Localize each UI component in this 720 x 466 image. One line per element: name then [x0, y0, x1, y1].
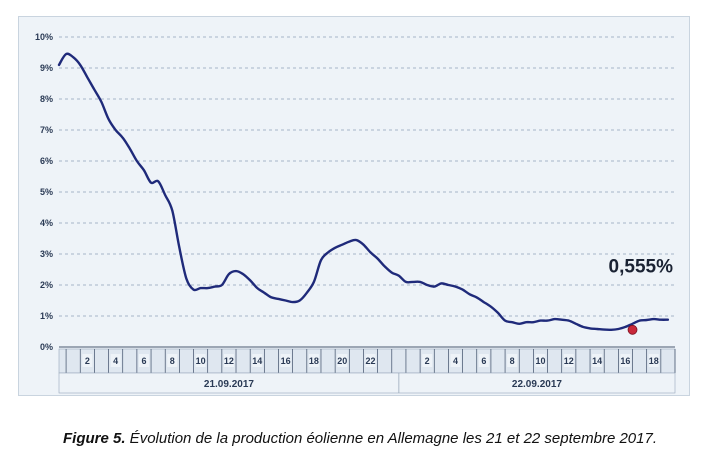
x-tick-label: 16 [281, 356, 291, 366]
x-tick-label: 8 [510, 356, 515, 366]
x-tick-label: 10 [535, 356, 545, 366]
x-tick-label: 8 [170, 356, 175, 366]
day-label: 21.09.2017 [204, 379, 254, 390]
x-tick-label: 2 [85, 356, 90, 366]
x-tick-bg [138, 354, 149, 367]
x-tick-label: 6 [481, 356, 486, 366]
chart-frame: 0% 1% 2% 3% 4% 5% 6% 7% 8% 9% 10% 2 4 6 8 10 12 14 16 18 20 2… [18, 16, 690, 396]
x-tick-label: 14 [592, 356, 602, 366]
x-tick-label: 4 [113, 356, 118, 366]
x-tick-bg [82, 354, 93, 367]
x-tick-bg [592, 354, 603, 367]
caption-text: Évolution de la production éolienne en A… [125, 430, 657, 447]
y-tick-label: 3% [40, 249, 53, 259]
x-tick-bg [450, 354, 461, 367]
x-tick-bg [308, 354, 319, 367]
x-tick-label: 14 [252, 356, 262, 366]
x-tick-bg [620, 354, 631, 367]
x-tick-label: 20 [337, 356, 347, 366]
y-tick-label: 0% [40, 342, 53, 352]
x-tick-bg [167, 354, 178, 367]
y-tick-label: 9% [40, 63, 53, 73]
x-tick-label: 2 [425, 356, 430, 366]
x-tick-label: 6 [141, 356, 146, 366]
wind-production-chart: 0% 1% 2% 3% 4% 5% 6% 7% 8% 9% 10% 2 4 6 8 10 12 14 16 18 20 2… [35, 32, 676, 394]
minimum-value-label: 0,555% [609, 257, 674, 278]
x-tick-bg [365, 354, 376, 367]
x-tick-label: 12 [564, 356, 574, 366]
day-band [58, 372, 676, 394]
y-tick-label: 7% [40, 125, 53, 135]
x-tick-bg [252, 354, 263, 367]
day-label: 22.09.2017 [512, 379, 562, 390]
x-tick-bg [195, 354, 206, 367]
y-tick-label: 8% [40, 94, 53, 104]
minimum-point [627, 324, 638, 335]
x-tick-bg [507, 354, 518, 367]
x-tick-bg [110, 354, 121, 367]
x-tick-bg [337, 354, 348, 367]
x-tick-label: 4 [453, 356, 458, 366]
x-tick-bg [280, 354, 291, 367]
x-tick-bg [478, 354, 489, 367]
y-tick-label: 10% [35, 32, 53, 42]
x-tick-label: 18 [649, 356, 659, 366]
x-tick-bg [422, 354, 433, 367]
y-tick-label: 6% [40, 156, 53, 166]
x-tick-bg [223, 354, 234, 367]
caption-figure-number: Figure 5. [63, 430, 126, 447]
x-tick-label: 22 [366, 356, 376, 366]
x-tick-bg [563, 354, 574, 367]
x-tick-bg [535, 354, 546, 367]
x-tick-label: 12 [224, 356, 234, 366]
x-tick-label: 16 [620, 356, 630, 366]
y-tick-label: 5% [40, 187, 53, 197]
x-tick-bg [648, 354, 659, 367]
figure-caption: Figure 5. Évolution de la production éol… [0, 430, 720, 447]
x-tick-label: 18 [309, 356, 319, 366]
y-tick-label: 1% [40, 311, 53, 321]
y-tick-label: 4% [40, 218, 53, 228]
x-tick-label: 10 [196, 356, 206, 366]
series-line [57, 52, 670, 332]
y-tick-label: 2% [40, 280, 53, 290]
